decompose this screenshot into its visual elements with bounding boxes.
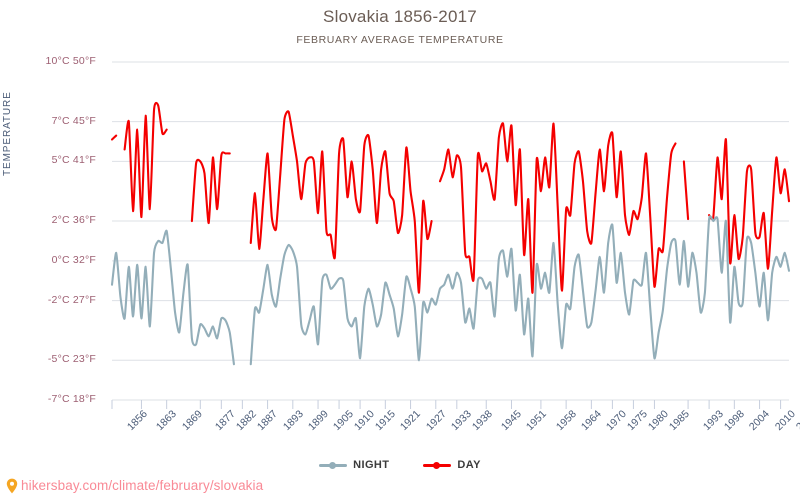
- series-line: [708, 138, 791, 270]
- chart-title: Slovakia 1856-2017: [323, 7, 477, 26]
- map-pin-icon: [6, 478, 18, 494]
- series-day: [110, 101, 791, 294]
- legend-item-day[interactable]: DAY: [423, 459, 480, 471]
- chart-subtitle: FEBRUARY AVERAGE TEMPERATURE: [296, 34, 504, 46]
- y-tick-label: -5°C 23°F: [47, 353, 96, 366]
- chart-legend: NIGHT DAY: [0, 459, 800, 471]
- y-tick-label: 2°C 36°F: [51, 214, 96, 227]
- legend-item-night[interactable]: NIGHT: [319, 459, 389, 471]
- series-line: [249, 110, 433, 294]
- series-line: [123, 101, 168, 219]
- series-line: [110, 134, 118, 141]
- y-tick-label: -2°C 27°F: [47, 293, 96, 306]
- series-line: [438, 122, 677, 294]
- y-tick-label: -7°C 18°F: [47, 393, 96, 405]
- y-tick-label: 5°C 41°F: [51, 154, 96, 167]
- source-link-text: hikersbay.com/climate/february/slovakia: [21, 477, 264, 493]
- series-line: [249, 215, 791, 366]
- night-line-swatch: [319, 460, 348, 470]
- series-line: [682, 160, 690, 221]
- y-tick-label: 0°C 32°F: [51, 253, 96, 266]
- y-tick-label: 7°C 45°F: [51, 114, 96, 127]
- legend-label-day: DAY: [457, 459, 481, 471]
- legend-label-night: NIGHT: [353, 459, 390, 471]
- y-axis-tick-labels: 10°C 50°F 7°C 45°F 5°C 41°F 2°C 36°F 0°C 32°…: [0, 0, 96, 500]
- day-line-swatch: [423, 460, 452, 470]
- y-tick-label: 10°C 50°F: [45, 55, 96, 67]
- series-line: [190, 151, 231, 225]
- series-night: [110, 215, 791, 366]
- source-link[interactable]: hikersbay.com/climate/february/slovakia: [6, 477, 264, 494]
- series-line: [110, 229, 235, 366]
